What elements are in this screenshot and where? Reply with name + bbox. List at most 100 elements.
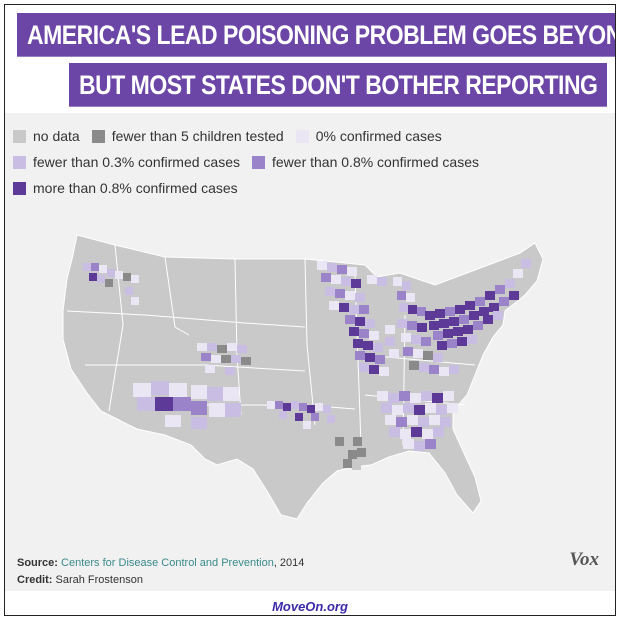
title-line-2: BUT MOST STATES DON'T BOTHER REPORTING bbox=[69, 63, 608, 107]
county-cell bbox=[223, 387, 239, 401]
county-cell bbox=[403, 347, 413, 356]
county-cell bbox=[403, 439, 414, 449]
county-cell bbox=[337, 265, 347, 274]
county-cell bbox=[323, 405, 331, 413]
county-cell bbox=[429, 365, 439, 374]
title-line-1: AMERICA'S LEAD POISONING PROBLEM GOES BE… bbox=[17, 13, 615, 57]
county-cell bbox=[389, 427, 400, 437]
county-cell bbox=[406, 293, 415, 302]
county-cell bbox=[221, 355, 231, 363]
county-cell bbox=[363, 341, 373, 350]
county-cell bbox=[367, 275, 377, 284]
county-cell bbox=[422, 429, 433, 439]
county-cell bbox=[453, 327, 463, 336]
county-cell bbox=[433, 427, 444, 437]
county-cell bbox=[457, 337, 467, 346]
county-cell bbox=[408, 305, 417, 314]
county-cell bbox=[125, 287, 133, 295]
county-cell bbox=[369, 331, 379, 340]
map-legend: no data fewer than 5 children tested 0% … bbox=[13, 123, 613, 201]
county-cell bbox=[440, 417, 451, 427]
county-cell bbox=[173, 397, 191, 411]
county-cell bbox=[411, 335, 421, 344]
county-cell bbox=[429, 415, 440, 425]
legend-row-1: no data fewer than 5 children tested 0% … bbox=[13, 123, 613, 149]
county-cell bbox=[385, 415, 396, 425]
county-cell bbox=[197, 343, 207, 351]
county-cell bbox=[493, 311, 503, 320]
county-cell bbox=[400, 429, 411, 439]
county-cell bbox=[439, 319, 449, 328]
county-cell bbox=[315, 403, 323, 411]
county-cell bbox=[449, 365, 459, 374]
county-cell bbox=[435, 309, 445, 318]
county-cell bbox=[347, 267, 357, 276]
source-year: , 2014 bbox=[273, 557, 305, 569]
county-cell bbox=[425, 439, 436, 449]
county-cell bbox=[359, 329, 369, 338]
county-cell bbox=[463, 325, 473, 334]
county-cell bbox=[359, 305, 369, 314]
county-cell bbox=[355, 351, 365, 360]
county-cell bbox=[353, 437, 362, 446]
county-cell bbox=[399, 391, 410, 401]
county-cell bbox=[485, 291, 495, 300]
source-link[interactable]: Centers for Disease Control and Preventi… bbox=[61, 557, 274, 569]
county-cell bbox=[311, 413, 319, 421]
county-cell bbox=[303, 421, 311, 429]
county-cell bbox=[495, 285, 505, 294]
county-cell bbox=[407, 321, 417, 330]
credit-label: Credit: bbox=[17, 574, 53, 586]
county-cell bbox=[327, 415, 335, 423]
county-cell bbox=[335, 289, 345, 298]
county-cell bbox=[369, 365, 379, 374]
county-cell bbox=[267, 401, 275, 409]
county-cell bbox=[509, 291, 519, 300]
county-cell bbox=[475, 297, 485, 306]
credit-line: Credit: Sarah Frostenson bbox=[17, 574, 143, 586]
moveon-logo: MoveOn.org bbox=[272, 599, 348, 614]
county-cell bbox=[349, 305, 359, 314]
county-cell bbox=[447, 403, 458, 413]
county-cell bbox=[237, 345, 247, 353]
source-label: Source: bbox=[17, 557, 58, 569]
county-cell bbox=[417, 323, 427, 332]
county-cell bbox=[439, 367, 449, 376]
county-cell bbox=[379, 367, 389, 376]
county-cell bbox=[401, 333, 411, 342]
county-cell bbox=[402, 281, 411, 290]
legend-label: fewer than 0.8% confirmed cases bbox=[272, 154, 479, 170]
county-cell bbox=[489, 303, 499, 312]
county-cell bbox=[389, 349, 399, 358]
county-cell bbox=[469, 311, 479, 320]
legend-item-zero-percent: 0% confirmed cases bbox=[295, 128, 442, 144]
county-cell bbox=[231, 355, 241, 363]
county-cell bbox=[355, 293, 365, 302]
county-cell bbox=[89, 273, 97, 281]
county-cell bbox=[227, 343, 237, 351]
county-cell bbox=[388, 393, 399, 403]
legend-row-2: fewer than 0.3% confirmed cases fewer th… bbox=[13, 149, 613, 175]
county-cell bbox=[414, 441, 425, 451]
county-cell bbox=[403, 403, 414, 413]
legend-item-over-0-8: more than 0.8% confirmed cases bbox=[13, 180, 238, 196]
county-cell bbox=[165, 415, 181, 427]
county-cell bbox=[417, 307, 426, 316]
legend-item-no-data: no data bbox=[13, 128, 80, 144]
county-cell bbox=[411, 427, 422, 437]
county-cell bbox=[217, 345, 227, 353]
county-cell bbox=[377, 391, 388, 401]
county-cell bbox=[133, 383, 151, 397]
source-line: Source: Centers for Disease Control and … bbox=[17, 557, 304, 569]
county-cell bbox=[151, 381, 169, 395]
county-cell bbox=[207, 343, 217, 351]
county-cell bbox=[123, 273, 131, 281]
county-cell bbox=[275, 401, 283, 409]
county-cell bbox=[155, 397, 173, 411]
county-cell bbox=[225, 403, 241, 417]
county-cell bbox=[421, 391, 432, 401]
legend-label: more than 0.8% confirmed cases bbox=[33, 180, 238, 196]
county-cell bbox=[191, 385, 207, 399]
county-cell bbox=[329, 301, 339, 310]
county-cell bbox=[341, 277, 351, 286]
